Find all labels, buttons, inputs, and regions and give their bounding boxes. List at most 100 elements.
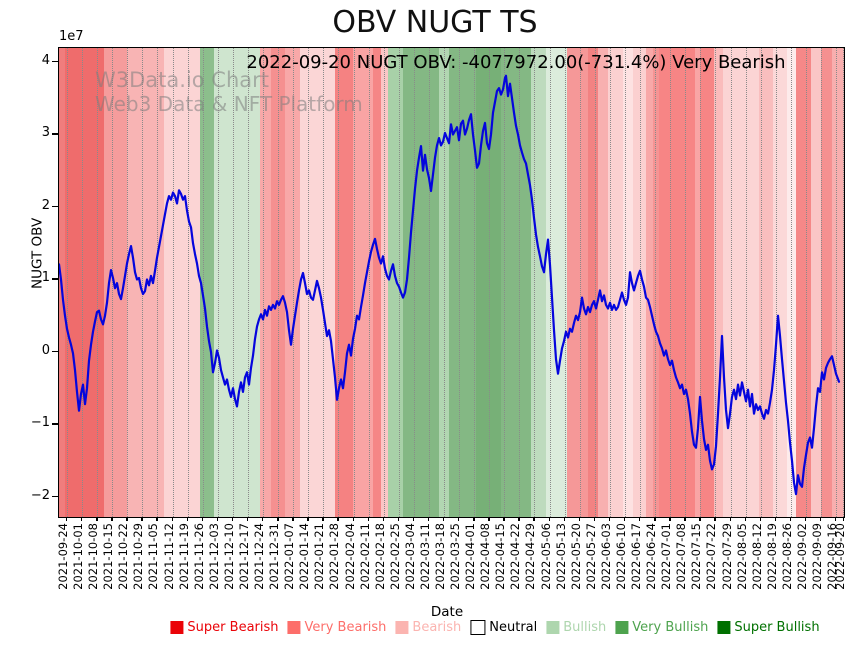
- x-tick-label: 2022-03-11: [417, 523, 432, 590]
- gridline: [790, 48, 792, 517]
- x-tick-mark: [488, 517, 490, 521]
- gridline: [624, 48, 626, 517]
- sentiment-band: [714, 48, 723, 517]
- x-tick-label: 2022-09-02: [794, 523, 809, 590]
- x-tick-mark: [654, 517, 656, 521]
- x-tick-label: 2021-11-05: [146, 523, 161, 590]
- gridline: [670, 48, 672, 517]
- watermark: W3Data.io Chart Web3 Data & NFT Platform: [95, 68, 363, 116]
- x-tick-mark: [744, 517, 746, 521]
- x-tick-mark: [789, 517, 792, 521]
- sentiment-band: [608, 48, 623, 517]
- sentiment-band: [821, 48, 832, 517]
- legend-swatch: [170, 621, 184, 634]
- x-tick-mark: [337, 517, 339, 521]
- gridline: [564, 48, 566, 517]
- legend-label: Super Bullish: [734, 620, 820, 635]
- gridline: [82, 48, 84, 517]
- x-tick-mark: [322, 517, 324, 521]
- x-tick-mark: [246, 517, 249, 521]
- x-tick-label: 2021-09-24: [56, 523, 70, 590]
- x-tick-mark: [141, 517, 143, 521]
- gridline: [338, 48, 340, 517]
- x-tick-mark: [201, 517, 204, 521]
- gridline: [519, 48, 521, 517]
- x-tick-mark: [473, 517, 475, 521]
- x-tick-mark: [352, 517, 354, 521]
- y-tick-label: 1: [41, 270, 50, 286]
- x-tick-label: 2022-02-11: [357, 523, 372, 590]
- sentiment-legend: Super Bearish Very Bearish Bearish Neutral B…: [170, 620, 820, 635]
- x-tick-label: 2021-12-03: [206, 523, 221, 590]
- gridline: [760, 48, 762, 517]
- y-tick-label: −1: [30, 415, 50, 431]
- x-tick-mark: [111, 517, 113, 521]
- legend-swatch: [546, 621, 560, 634]
- y-tick-label: 3: [41, 125, 50, 141]
- legend-label: Very Bullish: [632, 620, 709, 635]
- gridline: [821, 48, 822, 517]
- legend-item-super-bullish: Super Bullish: [717, 620, 820, 635]
- x-tick-label: 2022-09-09: [810, 523, 824, 590]
- legend-swatch: [395, 621, 409, 634]
- gridline: [293, 48, 295, 517]
- x-tick-mark: [759, 517, 762, 521]
- x-tick-label: 2022-09-20: [833, 523, 847, 590]
- x-tick-mark: [608, 517, 611, 521]
- x-tick-label: 2022-08-05: [734, 523, 749, 590]
- gridline: [640, 48, 642, 517]
- y-tick-mark: [52, 423, 58, 425]
- gridline: [202, 48, 204, 517]
- x-tick-mark: [578, 517, 581, 521]
- x-tick-mark: [171, 517, 173, 521]
- x-tick-mark: [623, 517, 626, 521]
- x-tick-label: 2021-12-10: [221, 523, 236, 590]
- x-tick-mark: [262, 517, 264, 521]
- sentiment-band: [353, 48, 373, 517]
- sentiment-band: [335, 48, 353, 517]
- x-tick-mark: [126, 517, 128, 521]
- x-tick-mark: [307, 517, 309, 521]
- gridline: [655, 48, 657, 517]
- gridline: [127, 48, 129, 517]
- sentiment-band: [588, 48, 598, 517]
- x-tick-label: 2022-04-15: [493, 523, 508, 590]
- x-tick-mark: [231, 517, 234, 521]
- legend-item-super-bearish: Super Bearish: [170, 620, 279, 635]
- gridline: [805, 48, 807, 517]
- x-tick-label: 2022-03-04: [402, 523, 417, 590]
- legend-swatch: [287, 621, 301, 634]
- gridline: [594, 48, 596, 517]
- x-tick-label: 2022-03-18: [433, 523, 447, 590]
- sentiment-band: [646, 48, 653, 517]
- gridline: [232, 48, 234, 517]
- gridline: [157, 48, 159, 517]
- x-tick-mark: [277, 517, 279, 521]
- y-axis-label: NUGT OBV: [29, 217, 46, 289]
- gridline: [489, 48, 491, 517]
- x-tick-mark: [156, 517, 158, 521]
- legend-item-bearish: Bearish: [395, 620, 461, 635]
- gridline: [730, 48, 732, 517]
- gridline: [504, 48, 506, 517]
- gridline: [843, 48, 844, 517]
- x-tick-mark: [458, 517, 460, 521]
- gridline: [700, 48, 702, 517]
- y-axis-offset-text: 1e7: [59, 29, 84, 44]
- x-tick-mark: [774, 517, 777, 521]
- legend-item-very-bullish: Very Bullish: [615, 620, 708, 635]
- legend-label: Bullish: [563, 620, 607, 635]
- sentiment-band: [214, 48, 260, 517]
- x-tick-label: 2022-05-06: [538, 523, 553, 590]
- x-tick-label: 2022-02-18: [372, 523, 387, 590]
- x-tick-mark: [186, 517, 189, 521]
- gridline: [368, 48, 370, 517]
- gridline: [775, 48, 777, 517]
- sentiment-band: [285, 48, 300, 517]
- y-tick-mark: [52, 495, 58, 498]
- x-tick-mark: [443, 517, 445, 521]
- x-tick-mark: [533, 517, 535, 521]
- x-tick-mark: [518, 517, 520, 521]
- sentiment-band: [723, 48, 759, 517]
- legend-item-very-bearish: Very Bearish: [287, 620, 386, 635]
